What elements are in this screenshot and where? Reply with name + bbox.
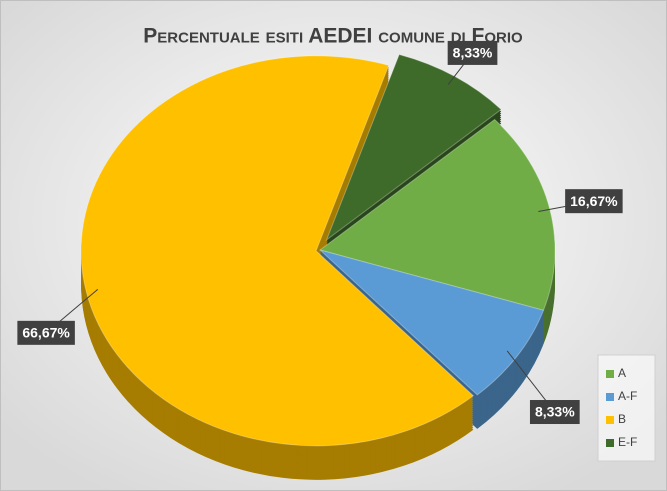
data-label-box [529, 400, 580, 425]
data-label: 8,33% [453, 45, 493, 61]
legend-swatch [606, 370, 614, 378]
legend-swatch [606, 416, 614, 424]
legend-swatch [606, 439, 614, 447]
legend-label: A [618, 366, 626, 380]
data-label-box [17, 320, 75, 345]
chart-title: Percentuale esiti AEDEI comune di Forio [143, 25, 523, 48]
legend-label: E-F [618, 435, 637, 449]
data-label-box [447, 40, 498, 65]
data-label: 8,33% [535, 404, 575, 420]
slice [319, 249, 545, 396]
slice [80, 55, 475, 447]
pie [80, 53, 556, 480]
data-label: 66,67% [22, 325, 70, 341]
legend-label: A-F [618, 389, 637, 403]
data-label-box [565, 189, 623, 214]
legend-swatch [606, 393, 614, 401]
data-label: 16,67% [570, 193, 618, 209]
legend-label: B [618, 412, 626, 426]
